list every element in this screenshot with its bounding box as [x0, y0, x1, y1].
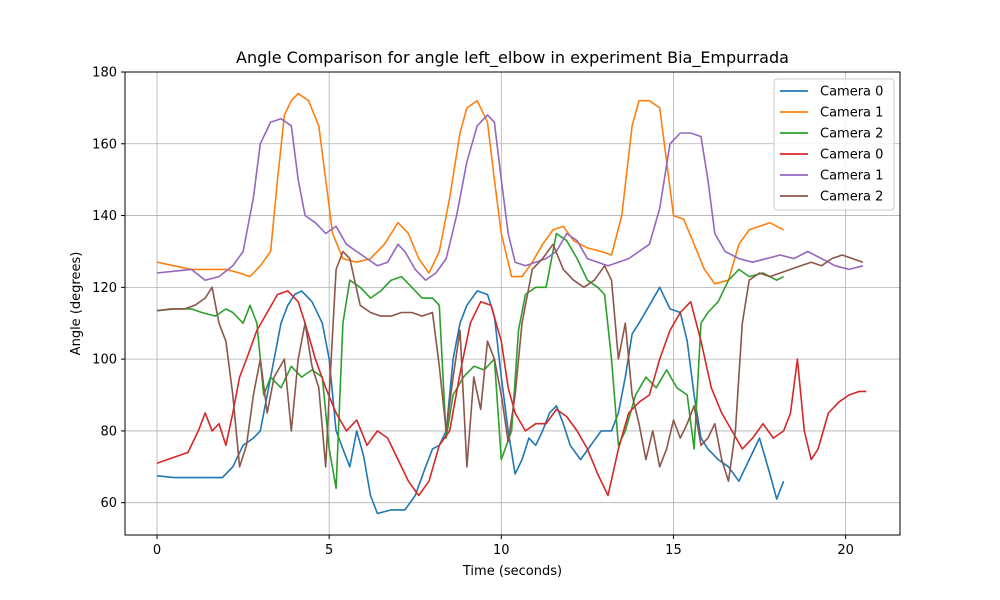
- y-tick-label: 180: [92, 66, 117, 81]
- legend-label-5: Camera 2: [820, 190, 883, 205]
- x-axis-ticks: 0 5 10 15 20: [153, 535, 854, 558]
- y-tick-label: 120: [92, 281, 117, 296]
- x-tick-label: 20: [837, 543, 854, 558]
- series-line-2: [156, 232, 784, 490]
- x-tick-label: 5: [325, 543, 333, 558]
- y-axis-label: Angle (degrees): [69, 252, 84, 356]
- y-tick-label: 140: [92, 209, 117, 224]
- series-line-1: [156, 92, 784, 285]
- y-tick-label: 100: [92, 353, 117, 368]
- series-lines: [156, 92, 867, 515]
- series-line-4: [156, 114, 864, 281]
- x-tick-label: 10: [493, 543, 510, 558]
- series-line-0: [156, 286, 785, 515]
- y-tick-label: 60: [100, 496, 117, 511]
- legend: Camera 0 Camera 1 Camera 2 Camera 0 Camera 1…: [773, 78, 895, 211]
- legend-label-2: Camera 2: [820, 127, 883, 142]
- y-tick-label: 80: [100, 424, 117, 439]
- chart-title: Angle Comparison for angle left_elbow in…: [236, 48, 789, 68]
- x-tick-label: 15: [665, 543, 682, 558]
- legend-label-4: Camera 1: [820, 169, 883, 184]
- y-axis-ticks: 60 80 100 120 140 160 180: [92, 66, 125, 511]
- y-tick-label: 160: [92, 137, 117, 152]
- grid-lines: [125, 71, 900, 535]
- legend-label-3: Camera 0: [820, 148, 883, 163]
- x-axis-label: Time (seconds): [462, 564, 562, 579]
- series-line-3: [156, 290, 867, 497]
- x-tick-label: 0: [153, 543, 161, 558]
- legend-label-0: Camera 0: [820, 85, 883, 100]
- legend-label-1: Camera 1: [820, 106, 883, 121]
- series-line-5: [156, 243, 864, 482]
- plot-frame: [124, 71, 901, 536]
